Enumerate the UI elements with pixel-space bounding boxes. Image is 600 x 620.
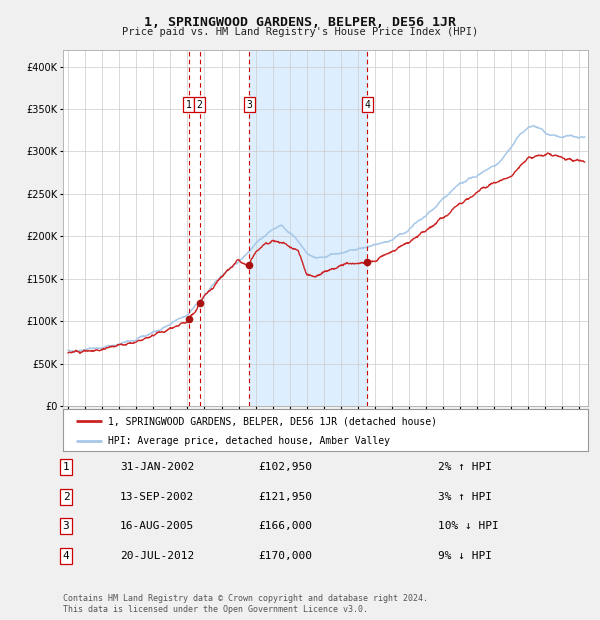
Text: 3% ↑ HPI: 3% ↑ HPI — [438, 492, 492, 502]
Text: 2% ↑ HPI: 2% ↑ HPI — [438, 462, 492, 472]
Text: 3: 3 — [62, 521, 70, 531]
Text: £102,950: £102,950 — [258, 462, 312, 472]
Text: This data is licensed under the Open Government Licence v3.0.: This data is licensed under the Open Gov… — [63, 604, 368, 614]
Text: Price paid vs. HM Land Registry's House Price Index (HPI): Price paid vs. HM Land Registry's House … — [122, 27, 478, 37]
Text: 4: 4 — [364, 100, 370, 110]
Text: 9% ↓ HPI: 9% ↓ HPI — [438, 551, 492, 561]
Text: £170,000: £170,000 — [258, 551, 312, 561]
Bar — [249, 50, 367, 406]
Text: 1: 1 — [186, 100, 192, 110]
Text: £166,000: £166,000 — [258, 521, 312, 531]
Text: HPI: Average price, detached house, Amber Valley: HPI: Average price, detached house, Ambe… — [107, 436, 389, 446]
Text: 1: 1 — [62, 462, 70, 472]
Text: 16-AUG-2005: 16-AUG-2005 — [120, 521, 194, 531]
Text: 2: 2 — [197, 100, 202, 110]
Text: 1, SPRINGWOOD GARDENS, BELPER, DE56 1JR: 1, SPRINGWOOD GARDENS, BELPER, DE56 1JR — [144, 16, 456, 29]
Text: 2: 2 — [62, 492, 70, 502]
Text: 20-JUL-2012: 20-JUL-2012 — [120, 551, 194, 561]
Text: 4: 4 — [62, 551, 70, 561]
Text: 10% ↓ HPI: 10% ↓ HPI — [438, 521, 499, 531]
Text: 3: 3 — [246, 100, 252, 110]
Text: £121,950: £121,950 — [258, 492, 312, 502]
Text: Contains HM Land Registry data © Crown copyright and database right 2024.: Contains HM Land Registry data © Crown c… — [63, 593, 428, 603]
Text: 13-SEP-2002: 13-SEP-2002 — [120, 492, 194, 502]
Text: 1, SPRINGWOOD GARDENS, BELPER, DE56 1JR (detached house): 1, SPRINGWOOD GARDENS, BELPER, DE56 1JR … — [107, 416, 437, 426]
Text: 31-JAN-2002: 31-JAN-2002 — [120, 462, 194, 472]
